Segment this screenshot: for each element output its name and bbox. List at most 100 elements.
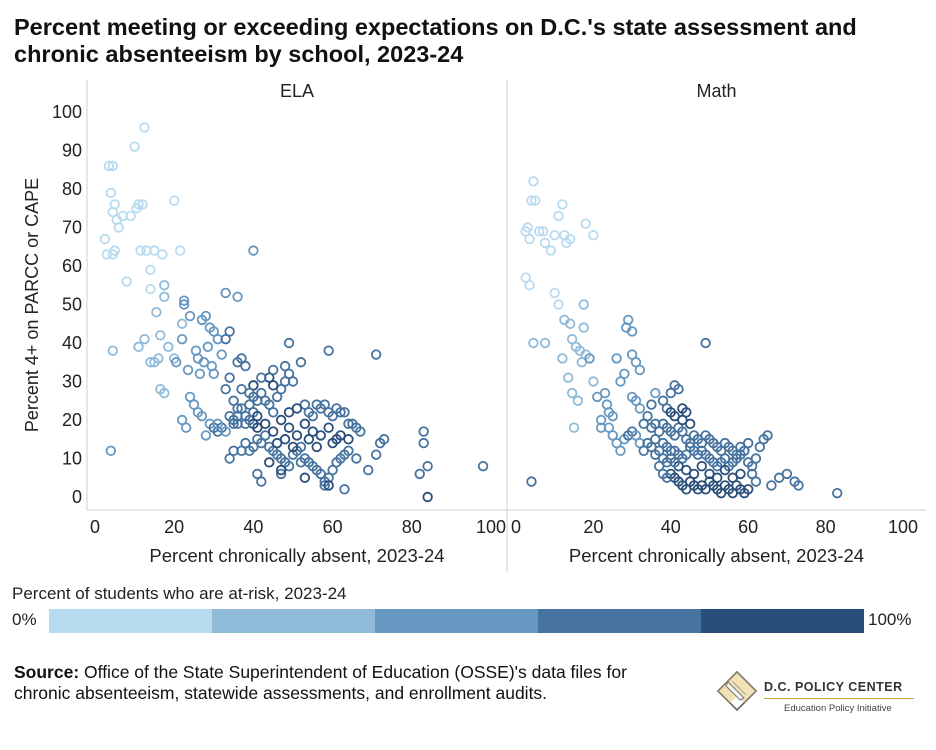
data-point-ela	[208, 368, 220, 380]
data-point-math	[539, 237, 551, 249]
data-point-ela	[224, 372, 235, 383]
x-tick-label: 100	[888, 517, 918, 537]
legend-max-label: 100%	[868, 610, 912, 629]
data-point-ela	[271, 391, 283, 403]
data-point-ela	[283, 407, 295, 418]
y-tick-label: 80	[62, 179, 82, 199]
data-point-math	[578, 322, 589, 333]
x-tick-label: 40	[243, 517, 263, 537]
data-point-ela	[145, 357, 156, 368]
data-point-math	[549, 287, 560, 299]
data-point-math	[665, 445, 677, 457]
data-point-ela	[275, 414, 287, 426]
data-point-ela	[176, 318, 188, 329]
data-point-ela	[109, 245, 121, 256]
data-point-ela	[370, 349, 382, 360]
x-tick-label: 60	[323, 517, 343, 537]
data-point-math	[526, 476, 537, 487]
data-point-math	[595, 414, 607, 426]
data-point-ela	[151, 307, 162, 318]
data-point-ela	[343, 434, 354, 445]
data-point-math	[580, 218, 591, 229]
data-point-ela	[194, 368, 206, 380]
data-point-math	[750, 476, 762, 487]
data-point-math	[526, 195, 537, 206]
data-point-math	[557, 199, 568, 210]
data-point-math	[572, 395, 584, 406]
data-point-ela	[176, 333, 188, 345]
data-point-ela	[414, 468, 425, 480]
data-point-ela	[252, 468, 263, 480]
data-point-math	[642, 410, 653, 422]
y-tick-label: 10	[62, 449, 82, 469]
data-point-math	[528, 176, 539, 187]
data-point-ela	[260, 430, 271, 441]
data-point-math	[564, 233, 576, 245]
data-point-math	[623, 314, 634, 326]
y-tick-label: 70	[62, 218, 82, 238]
data-point-math	[545, 245, 557, 256]
data-point-ela	[283, 461, 295, 472]
y-tick-label: 20	[62, 410, 82, 430]
panel-title-math: Math	[696, 81, 736, 101]
x-tick-label: 40	[661, 517, 681, 537]
y-tick-label: 100	[52, 102, 82, 122]
data-point-math	[557, 353, 568, 364]
data-point-ela	[121, 276, 132, 287]
data-point-ela	[477, 461, 489, 472]
data-point-ela	[418, 437, 429, 449]
data-point-ela	[212, 418, 223, 430]
data-point-ela	[279, 434, 291, 445]
data-point-math	[735, 468, 746, 480]
data-point-ela	[351, 453, 362, 464]
data-point-math	[696, 461, 707, 472]
data-point-ela	[248, 441, 259, 453]
panel-title-ela: ELA	[280, 81, 314, 101]
data-point-ela	[198, 357, 210, 368]
legend-bin-0	[49, 609, 212, 633]
data-point-ela	[145, 283, 156, 295]
y-tick-label: 30	[62, 372, 82, 392]
data-point-ela	[133, 341, 144, 353]
data-point-ela	[129, 141, 140, 152]
data-point-ela	[157, 249, 168, 260]
logo-divider	[764, 698, 914, 699]
x-tick-label: 80	[816, 517, 836, 537]
data-point-ela	[184, 310, 196, 322]
x-tick-label: 80	[402, 517, 422, 537]
data-point-math	[524, 233, 535, 245]
data-point-ela	[256, 437, 267, 449]
data-point-ela	[319, 480, 330, 491]
data-point-ela	[228, 395, 239, 406]
data-point-ela	[107, 160, 119, 172]
data-point-ela	[224, 326, 235, 337]
data-point-math	[588, 376, 599, 387]
data-point-ela	[303, 434, 315, 445]
data-point-ela	[105, 445, 117, 457]
data-point-ela	[220, 333, 231, 345]
data-point-ela	[279, 360, 291, 372]
data-point-math	[524, 280, 535, 291]
data-point-math	[743, 484, 754, 495]
data-point-ela	[343, 445, 354, 457]
data-point-ela	[422, 461, 433, 472]
data-point-ela	[307, 410, 319, 422]
data-point-ela	[200, 310, 212, 322]
data-point-math	[599, 387, 611, 399]
data-point-math	[549, 229, 560, 241]
data-point-ela	[339, 484, 350, 495]
data-point-ela	[327, 410, 338, 422]
data-point-ela	[174, 245, 186, 256]
data-point-math	[684, 418, 696, 430]
data-point-ela	[125, 210, 136, 222]
data-point-ela	[163, 341, 174, 353]
data-point-ela	[180, 422, 192, 433]
data-point-ela	[176, 414, 188, 426]
data-point-ela	[343, 418, 354, 430]
data-point-ela	[135, 245, 146, 256]
y-tick-label: 60	[62, 256, 82, 276]
data-point-ela	[260, 418, 271, 430]
data-point-ela	[311, 441, 322, 453]
x-tick-label: 20	[583, 517, 603, 537]
data-point-ela	[275, 384, 287, 395]
